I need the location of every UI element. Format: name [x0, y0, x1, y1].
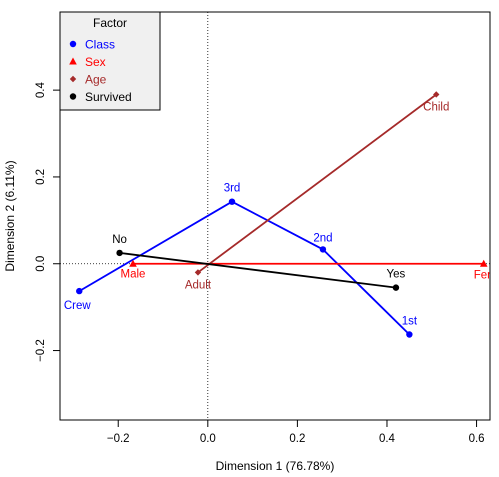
- y-tick-label: 0.4: [35, 82, 47, 99]
- x-tick-label: 0.4: [379, 433, 396, 445]
- legend-marker-age: [69, 75, 77, 83]
- series-class: Crew 3rd 2nd 1st: [64, 183, 418, 338]
- y-tick-label: 0.2: [35, 169, 47, 185]
- x-tick-label: 0.2: [289, 433, 305, 445]
- point-label-crew: Crew: [64, 300, 92, 312]
- x-axis-label: Dimension 1 (76.78%): [216, 459, 335, 473]
- legend-title: Factor: [93, 16, 127, 30]
- legend-box: [59, 11, 161, 111]
- point-child: [433, 91, 440, 98]
- series-sex: Male Female: [121, 259, 499, 282]
- axes: −0.2 0.0 0.2 0.4 0.6 −0.2 0.0 0.2 0.4: [35, 82, 485, 445]
- legend-label-sex: Sex: [85, 55, 106, 69]
- x-tick-label: 0.6: [469, 433, 485, 445]
- point-label-3rd: 3rd: [224, 183, 241, 195]
- point-label-adult: Adult: [185, 279, 212, 291]
- point-label-female: Female: [474, 270, 499, 282]
- y-tick-label: −0.2: [35, 339, 47, 362]
- point-label-child: Child: [423, 101, 449, 113]
- point-1st: [406, 331, 413, 338]
- series-line-class: [78, 200, 411, 336]
- point-2nd: [319, 246, 327, 253]
- legend: Factor Class Sex Age Survived: [59, 11, 161, 111]
- point-3rd: [228, 198, 236, 205]
- x-tick-label: 0.0: [200, 433, 216, 445]
- legend-marker-class: [69, 40, 77, 48]
- point-label-yes: Yes: [387, 269, 406, 281]
- point-no: [116, 249, 123, 257]
- legend-label-class: Class: [85, 38, 115, 52]
- y-tick-label: 0.0: [35, 256, 47, 272]
- plot-area: Crew 3rd 2nd 1st Male Female Adult Child No Yes: [60, 12, 499, 420]
- point-label-no: No: [112, 234, 127, 246]
- point-label-2nd: 2nd: [313, 232, 332, 244]
- legend-marker-survived: [69, 93, 77, 100]
- point-crew: [76, 287, 83, 295]
- legend-label-survived: Survived: [85, 90, 132, 104]
- legend-marker-sex: [69, 57, 77, 65]
- point-yes: [392, 284, 400, 291]
- y-axis-label: Dimension 2 (6.11%): [3, 160, 17, 271]
- series-line-age: [197, 93, 437, 274]
- point-male: [129, 259, 137, 267]
- point-label-male: Male: [121, 269, 146, 281]
- x-tick-label: −0.2: [107, 433, 130, 445]
- legend-label-age: Age: [85, 73, 107, 87]
- point-adult: [194, 269, 202, 276]
- series-line-survived: [119, 252, 397, 289]
- point-female: [479, 259, 488, 267]
- point-label-1st: 1st: [402, 315, 418, 327]
- series-age: Adult Child: [185, 91, 449, 291]
- series-survived: No Yes: [112, 234, 406, 291]
